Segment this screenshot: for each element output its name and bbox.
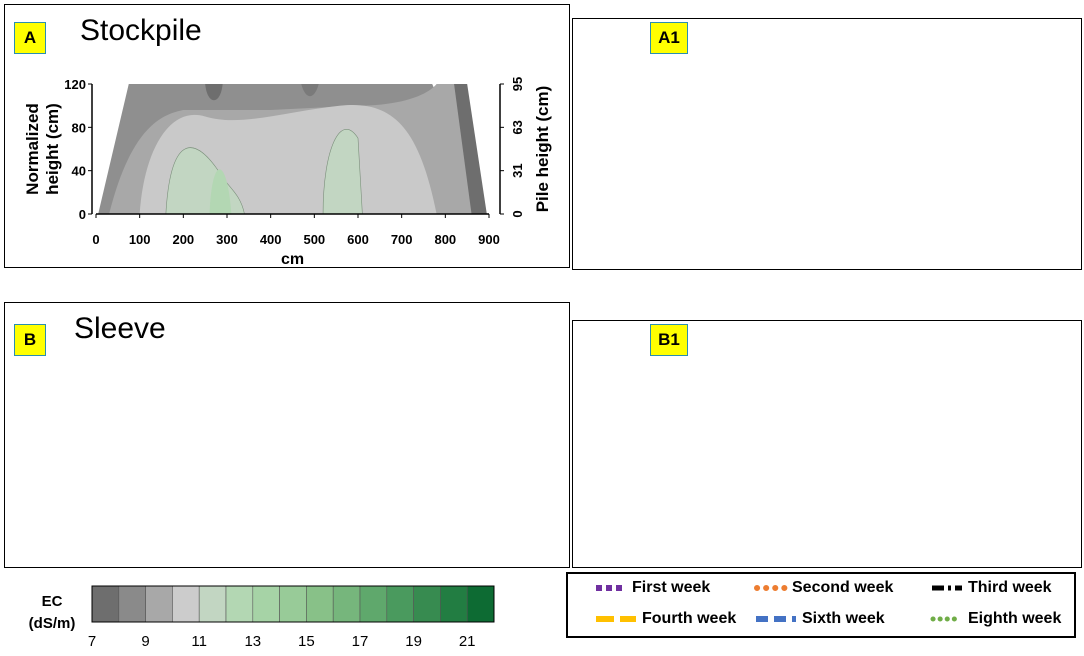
colorbar-swatch [252,585,280,623]
colorbar-tick-label: 17 [352,633,369,650]
contour-a-y-label-left-2: height (cm) [43,103,62,195]
panel-a1-tag: A1 [650,22,688,54]
legend-item-sixth-week: Sixth week [754,610,885,628]
colorbar-swatch [198,585,227,623]
contour-a-x-tick-label: 300 [216,232,238,247]
contour-a-y-label-right: Pile height (cm) [533,86,552,213]
legend-swatch-first-week [596,585,626,591]
colorbar-tick-label: 15 [298,633,315,650]
contour-a-x-tick-label: 800 [434,232,456,247]
colorbar-swatch [172,585,200,623]
legend-item-fourth-week: Fourth week [594,610,736,628]
panel-b1 [572,320,1082,568]
contour-a-x-tick-label: 900 [478,232,500,247]
colorbar-tick-label: 19 [405,633,422,650]
contour-a-region-green-core [209,169,232,214]
colorbar-tick-label: 13 [244,633,261,650]
colorbar-swatch [466,585,495,623]
legend-label-eighth-week: Eighth week [968,610,1062,627]
contour-a-y-label-left-1: Normalized [23,103,42,195]
colorbar-swatch [225,585,254,623]
colorbar-tick-label: 7 [88,633,96,650]
panel-b-title: Sleeve [74,312,166,345]
contour-a-x-label: cm [281,251,304,268]
legend-swatch-second-week [754,585,788,591]
colorbar-tick-label: 9 [141,633,149,650]
contour-a-y-tick-label-right: 63 [510,120,525,134]
contour-a-x-tick-label: 400 [260,232,282,247]
contour-a-x-tick-label: 200 [172,232,194,247]
colorbar-frame [91,585,495,623]
legend-item-second-week: Second week [754,579,893,597]
contour-a-x-tick-label: 0 [92,232,99,247]
contour-a-y-tick-label-left: 120 [64,77,86,92]
legend-item-first-week: First week [594,579,710,597]
colorbar-tick-label: 21 [459,633,476,650]
contour-a-y-tick-label-right: 0 [510,210,525,217]
contour-a-x-tick-label: 100 [129,232,151,247]
contour-a-y-tick-label-left: 40 [72,164,86,179]
contour-a-x-tick-label: 500 [303,232,325,247]
contour-a-y-tick-label-left: 0 [79,207,86,222]
colorbar-swatch [332,585,361,623]
legend-swatch-third-week [932,585,962,591]
panel-b [4,302,570,568]
contour-a-y-tick-label-right: 31 [510,163,525,177]
contour-a-region-dark-2 [301,84,319,97]
contour-a-region-dark-1 [205,84,223,101]
contour-a-y-tick-label-left: 80 [72,120,86,135]
legend-label-second-week: Second week [792,579,894,596]
legend-swatch-eighth-week [930,616,964,622]
legend-label-sixth-week: Sixth week [802,610,885,627]
colorbar-swatch [440,585,468,623]
contour-a-region-dark-3 [454,84,487,214]
panel-a1 [572,18,1082,270]
legend-label-third-week: Third week [968,579,1052,596]
colorbar-label-1: EC [42,593,63,610]
contour-a-region-green-right [322,129,363,215]
colorbar-swatch [306,585,334,623]
legend-label-first-week: First week [632,579,711,596]
colorbar-swatch [279,585,307,623]
contour-a-x-tick-label: 700 [391,232,413,247]
colorbar-label-2: (dS/m) [29,615,76,632]
legend-item-eighth-week: Eighth week [930,610,1061,628]
legend-item-third-week: Third week [930,579,1052,597]
colorbar-swatch [386,585,414,623]
colorbar-swatch [145,585,173,623]
panel-b-tag: B [14,324,46,356]
panel-a-title: Stockpile [80,14,202,47]
legend-label-fourth-week: Fourth week [642,610,737,627]
panel-a-tag: A [14,22,46,54]
colorbar-tick-label: 11 [191,633,207,650]
contour-a-x-tick-label: 600 [347,232,369,247]
colorbar-swatch [91,585,120,623]
legend-swatch-sixth-week [756,616,796,622]
contour-a-y-tick-label-right: 95 [510,77,525,91]
colorbar-swatch [118,585,146,623]
panel-b1-tag: B1 [650,324,688,356]
colorbar-swatch [359,585,388,623]
legend-swatch-fourth-week [596,616,636,622]
colorbar-swatch [413,585,441,623]
chart-legend: First week Second week Third week Fourth… [566,572,1076,638]
